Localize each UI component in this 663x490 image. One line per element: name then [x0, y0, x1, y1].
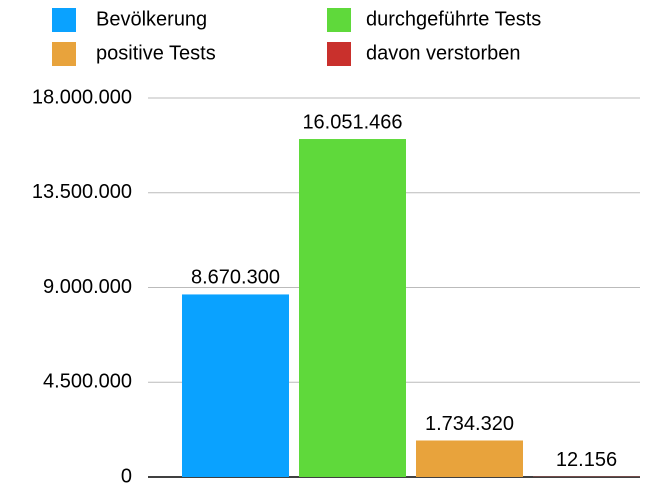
y-tick-label: 13.500.000	[32, 181, 132, 203]
legend-swatch	[327, 42, 351, 66]
legend-swatch	[327, 8, 351, 32]
legend-swatch	[52, 42, 76, 66]
legend-swatch	[52, 8, 76, 32]
legend-label: durchgeführte Tests	[366, 8, 541, 30]
y-tick-label: 18.000.000	[32, 86, 132, 108]
y-tick-label: 0	[121, 465, 132, 487]
value-label: 16.051.466	[302, 111, 402, 133]
bar	[299, 139, 406, 477]
legend-label: davon verstorben	[366, 42, 521, 64]
bar	[416, 440, 523, 477]
legend-label: positive Tests	[96, 42, 216, 64]
bar	[182, 294, 289, 477]
legend-label: Bevölkerung	[96, 8, 207, 30]
value-label: 1.734.320	[425, 413, 514, 435]
value-label: 8.670.300	[191, 267, 280, 289]
value-label: 12.156	[556, 449, 617, 471]
y-tick-label: 9.000.000	[43, 276, 132, 298]
y-tick-label: 4.500.000	[43, 371, 132, 393]
